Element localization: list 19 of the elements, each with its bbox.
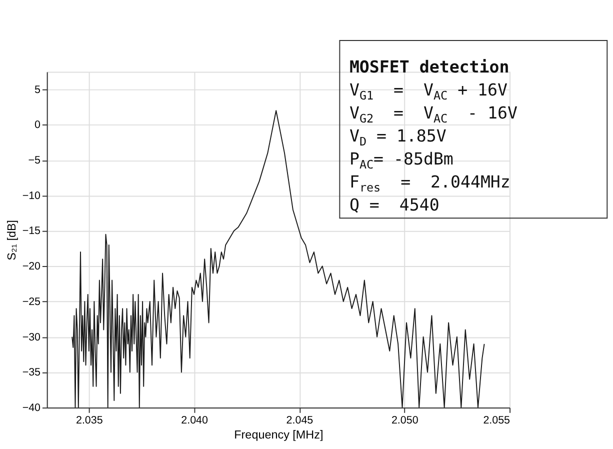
x-tick-label: 2.040 (181, 414, 208, 427)
y-tick-label: −30 (22, 331, 41, 344)
x-tick-label: 2.045 (286, 414, 314, 427)
y-tick-label: −5 (28, 154, 41, 167)
y-axis-title: S₂₁ [dB] (5, 220, 18, 260)
y-tick-label: 0 (34, 119, 41, 132)
x-tick-label: 2.055 (483, 414, 510, 427)
x-tick-label: 2.050 (391, 414, 418, 427)
y-tick-label: −35 (22, 366, 41, 379)
x-tick-label: 2.035 (76, 414, 103, 427)
y-tick-label: −20 (22, 260, 41, 273)
y-tick-label: −15 (22, 225, 41, 238)
annotation: MOSFET detection (349, 58, 510, 77)
y-tick-label: −10 (22, 190, 41, 202)
y-tick-label: −40 (22, 402, 41, 414)
y-tick-label: 5 (34, 84, 41, 96)
text: Q = 4540 (349, 195, 440, 214)
y-tick-label: −25 (22, 296, 41, 308)
x-axis-title: Frequency [MHz] (234, 428, 324, 442)
